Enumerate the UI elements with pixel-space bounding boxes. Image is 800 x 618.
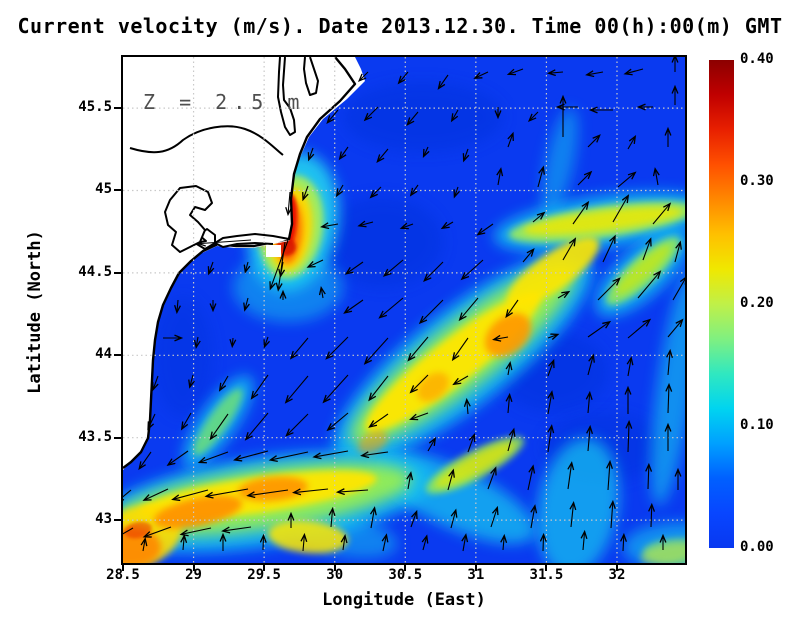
x-tick-mark (474, 565, 477, 571)
map-plot-area: Z = 2.5 m (121, 55, 687, 565)
x-tick-label: 32 (608, 567, 626, 583)
colorbar-tick-label: 0.40 (740, 51, 774, 67)
x-tick-mark (192, 565, 195, 571)
x-tick-mark (333, 565, 336, 571)
y-tick-mark (114, 271, 121, 274)
y-tick-label: 43.5 (78, 428, 112, 445)
y-tick-label: 44.5 (78, 263, 112, 280)
x-tick-label: 28.5 (106, 567, 140, 583)
colorbar-tick-label: 0.10 (740, 417, 774, 433)
inland-water-outline (277, 57, 296, 136)
inland-water-outline (303, 57, 319, 96)
coastline (123, 57, 357, 469)
x-tick-label: 31 (467, 567, 485, 583)
y-tick-mark (114, 519, 121, 522)
x-tick-mark (263, 565, 266, 571)
y-tick-mark (114, 436, 121, 439)
x-tick-label: 29 (185, 567, 202, 583)
y-tick-mark (114, 107, 121, 110)
chart-title: Current velocity (m/s). Date 2013.12.30.… (17, 14, 783, 38)
x-tick-label: 30 (326, 567, 344, 583)
x-tick-label: 30.5 (388, 567, 423, 583)
land-mask (123, 57, 365, 470)
depth-annotation: Z = 2.5 m (143, 90, 305, 114)
x-tick-label: 29.5 (247, 567, 281, 583)
y-tick-mark (114, 354, 121, 357)
y-tick-mark (114, 189, 121, 192)
x-tick-mark (122, 565, 124, 571)
current-vector-arrows (123, 57, 685, 552)
x-tick-label: 31.5 (529, 567, 564, 583)
colorbar-tick-label: 0.30 (740, 173, 774, 189)
y-tick-label: 45 (95, 181, 112, 198)
colorbar (709, 60, 734, 548)
y-tick-label: 43 (95, 511, 112, 528)
colorbar-tick-label: 0.00 (740, 539, 774, 555)
y-tick-label: 45.5 (78, 99, 112, 116)
colorbar-tick-label: 0.20 (740, 295, 774, 311)
velocity-map: Z = 2.5 m (123, 57, 685, 563)
x-tick-mark (615, 565, 618, 571)
x-tick-mark (545, 565, 548, 571)
x-axis-label: Longitude (East) (322, 590, 486, 610)
land-coastline-layer (123, 57, 365, 470)
inland-water-outline (164, 185, 213, 253)
y-tick-label: 44 (95, 346, 112, 363)
inland-water-outline (214, 233, 290, 248)
x-tick-mark (404, 565, 407, 571)
inland-water-outline (129, 125, 284, 156)
y-axis-label: Latitude (North) (25, 230, 45, 394)
